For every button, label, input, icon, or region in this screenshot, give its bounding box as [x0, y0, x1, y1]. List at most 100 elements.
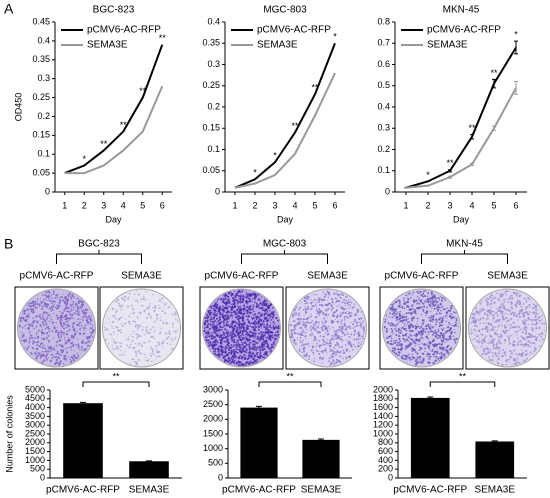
colony [322, 293, 324, 295]
colony [91, 332, 93, 334]
colony [331, 300, 334, 303]
colony [258, 311, 261, 315]
colony [518, 353, 521, 356]
colony [303, 332, 305, 334]
colony [227, 341, 230, 343]
colony [516, 357, 519, 360]
colony [471, 328, 473, 330]
colony [24, 325, 26, 327]
colony [261, 327, 263, 329]
colony [82, 327, 84, 329]
colony [252, 343, 255, 346]
colony [298, 334, 300, 336]
colony [335, 291, 338, 293]
colony [405, 345, 408, 348]
colony [203, 322, 207, 325]
colony [271, 316, 274, 319]
colony [133, 299, 136, 302]
colony [423, 319, 425, 321]
error-bar [492, 78, 496, 89]
colony [494, 320, 497, 323]
colony [313, 339, 316, 342]
x-tick-label: 3 [272, 200, 277, 210]
colony [226, 303, 228, 305]
colony [431, 302, 434, 305]
colony [130, 304, 133, 307]
colony [41, 338, 43, 340]
colony [409, 323, 412, 326]
colony [214, 338, 217, 342]
colony [48, 297, 50, 299]
colony [249, 322, 251, 325]
group-bracket [56, 250, 142, 264]
colony [50, 302, 52, 304]
colony [246, 305, 248, 308]
colony [57, 326, 59, 328]
colony [73, 356, 76, 359]
colony [428, 304, 431, 307]
colony [206, 326, 208, 328]
colony [330, 304, 333, 307]
colony [308, 358, 310, 360]
colony [290, 331, 293, 334]
colony [426, 298, 430, 301]
colony [505, 321, 507, 323]
colony [489, 358, 491, 360]
colony [89, 317, 92, 320]
colony [336, 351, 339, 354]
colony [424, 347, 427, 350]
colony [494, 326, 497, 328]
colony [269, 346, 272, 349]
colony [395, 325, 397, 328]
colony [391, 323, 394, 326]
colony [405, 294, 408, 297]
colony [78, 322, 81, 324]
colony [407, 298, 410, 301]
colony [486, 314, 489, 317]
colony [153, 309, 156, 312]
colony [69, 296, 72, 299]
colony [524, 328, 527, 331]
colony [451, 324, 454, 327]
colony [156, 317, 159, 320]
colony [35, 347, 39, 351]
colony [269, 339, 272, 342]
colony [26, 324, 28, 326]
colony [47, 326, 50, 328]
colony [240, 294, 242, 296]
colony [448, 323, 451, 325]
colony [502, 349, 505, 352]
colony [70, 309, 73, 312]
colony [500, 304, 502, 306]
colony [344, 302, 347, 304]
colony [523, 359, 526, 362]
colony [523, 351, 525, 353]
colony [417, 292, 420, 295]
colony [416, 356, 418, 358]
colony [411, 338, 414, 341]
error-bar [448, 175, 452, 179]
colony [75, 309, 78, 313]
colony [314, 329, 317, 332]
colony [212, 307, 215, 310]
colony [408, 356, 411, 360]
colony [43, 301, 46, 304]
colony [214, 350, 217, 353]
colony [487, 322, 490, 325]
colony [528, 311, 531, 313]
colony [317, 298, 321, 302]
y-tick-label: 0 [215, 186, 220, 196]
colony [450, 304, 453, 308]
y-tick-label: 2500 [25, 428, 45, 438]
colony [409, 358, 412, 361]
colony [441, 318, 444, 322]
colony [248, 300, 251, 302]
colony [235, 312, 238, 316]
colony [219, 305, 222, 308]
colony [88, 344, 91, 347]
colony [86, 344, 89, 347]
colony [69, 304, 72, 306]
colony [344, 328, 346, 331]
colony [80, 306, 83, 309]
